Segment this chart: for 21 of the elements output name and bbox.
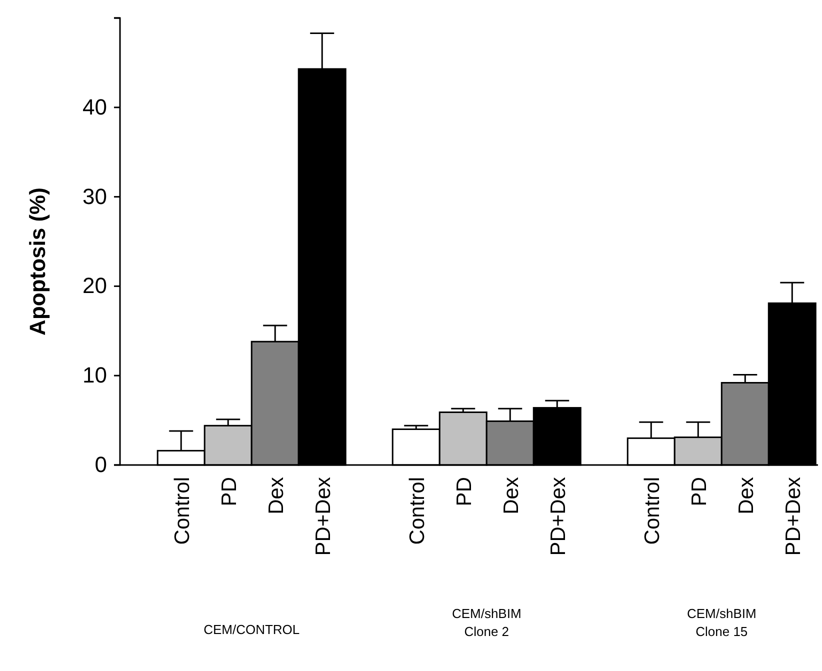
y-tick-label: 40 xyxy=(82,94,107,120)
y-tick-label: 10 xyxy=(82,362,107,388)
x-tick-label: PD+Dex xyxy=(782,476,806,556)
x-tick-label: Dex xyxy=(265,476,288,514)
y-tick-label: 30 xyxy=(82,184,107,209)
x-tick-label: PD+Dex xyxy=(312,476,336,556)
y-tick-label: 20 xyxy=(82,273,107,298)
x-tick-label: PD+Dex xyxy=(547,476,570,556)
x-tick-label: Control xyxy=(406,477,430,545)
text: CEM/shBIM Clone 15 xyxy=(686,606,756,639)
x-tick-label: PD xyxy=(218,477,242,506)
x-tick-label: Dex xyxy=(735,476,758,514)
text: CEM/CONTROL xyxy=(204,622,300,637)
x-tick-label: Dex xyxy=(500,476,524,514)
x-tick-label: PD xyxy=(688,477,712,506)
y-tick-label: 0 xyxy=(94,452,107,478)
text: CEM/shBIM Clone 2 xyxy=(452,606,522,639)
x-tick-label: PD xyxy=(453,477,476,506)
x-tick-label: Control xyxy=(641,477,664,545)
y-axis-title: Apoptosis (%) xyxy=(25,188,50,336)
x-tick-label: Control xyxy=(171,477,194,545)
